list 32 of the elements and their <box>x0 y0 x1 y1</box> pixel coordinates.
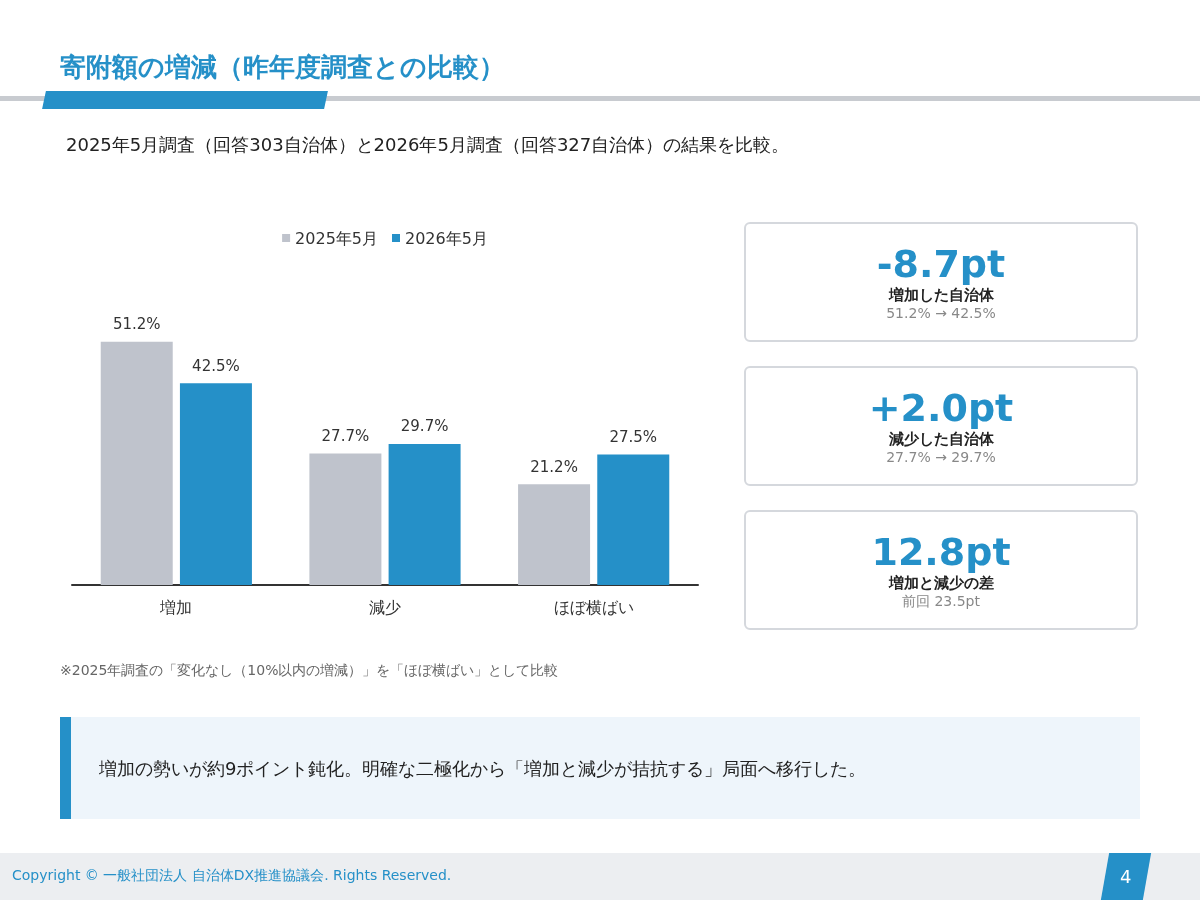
x-tick-label: ほぼ横ばい <box>553 597 634 617</box>
text: 51.2% → 42.5% <box>885 305 997 321</box>
text: 27.7% → 29.7% <box>885 449 997 465</box>
data-label: 51.2% <box>112 315 161 334</box>
text: 増加した自治体 <box>887 286 995 305</box>
legend-label: 2026年5月 <box>405 228 488 248</box>
x-tick-label: 増加 <box>159 597 193 617</box>
text: 前回 23.5pt <box>901 593 981 611</box>
bar <box>179 383 252 585</box>
text: 増加と減少の差 <box>887 574 995 593</box>
text: Copyright © 一般社団法人 自治体DX推進協議会. Rights Reserved. <box>12 867 452 885</box>
text: 12.8pt <box>870 530 1012 574</box>
text: +2.0pt <box>867 386 1015 430</box>
bar <box>518 484 591 585</box>
data-label: 27.5% <box>609 427 658 446</box>
x-tick-label: 減少 <box>369 597 401 617</box>
bar <box>597 454 670 585</box>
data-label: 21.2% <box>530 457 578 476</box>
text: ※2025年調査の「変化なし（10%以内の増減）」を「ほぼ横ばい」として比較 <box>60 662 559 680</box>
bar <box>388 443 461 585</box>
text: 4 <box>1120 866 1132 887</box>
text: -8.7pt <box>875 242 1007 286</box>
bar <box>100 341 173 585</box>
legend-label: 2025年5月 <box>295 228 379 248</box>
bar <box>309 453 382 585</box>
chart-subtitle: 2025年5月調査（回答303自治体）と2026年5月調査（回答327自治体）の結果を比較。 <box>66 133 790 157</box>
chart-title: 寄附額の増減（昨年度調査との比較） <box>60 51 505 84</box>
data-label: 27.7% <box>321 426 370 445</box>
text: 増加の勢いが約9ポイント鈍化。明確な二極化から「増加と減少が拮抗する」局面へ移行した。 <box>99 757 867 781</box>
text: 減少した自治体 <box>888 430 994 449</box>
data-label: 29.7% <box>400 417 449 436</box>
data-label: 42.5% <box>192 356 240 375</box>
